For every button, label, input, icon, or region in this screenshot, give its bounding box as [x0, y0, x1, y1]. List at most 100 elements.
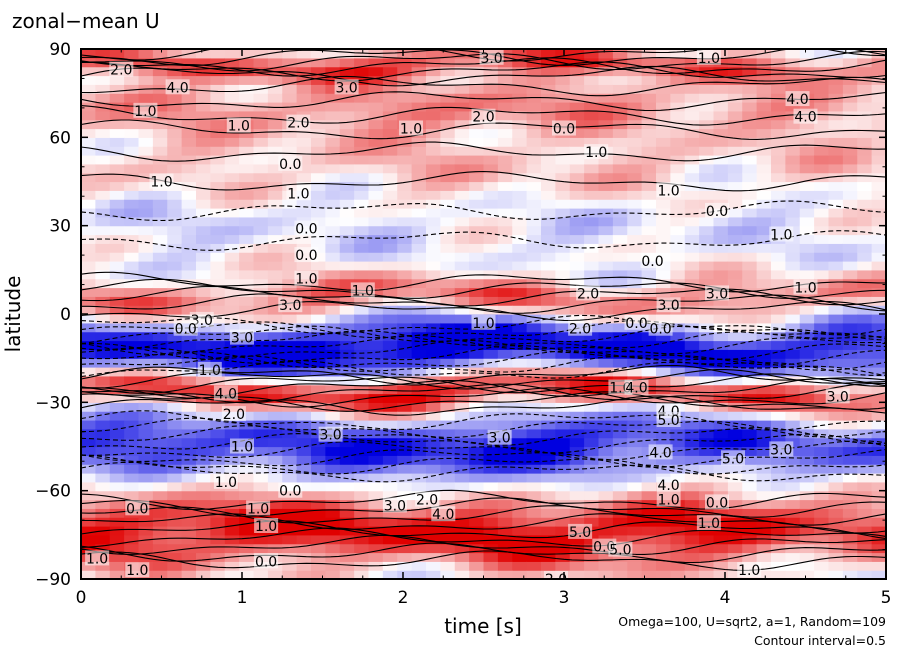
heat-cell: [339, 172, 355, 183]
heat-cell: [196, 375, 211, 386]
heat-cell: [656, 102, 671, 112]
heat-cell: [627, 102, 643, 112]
heat-cell: [167, 534, 183, 545]
heat-cell: [526, 526, 542, 536]
heat-cell: [828, 437, 844, 448]
heat-cell: [454, 287, 470, 297]
heat-cell: [440, 181, 456, 191]
heat-cell: [483, 296, 499, 306]
heat-cell: [569, 216, 585, 227]
heat-cell: [799, 190, 815, 200]
heat-cell: [181, 446, 197, 456]
heat-cell: [339, 402, 355, 412]
heat-cell: [785, 163, 801, 174]
heat-cell: [440, 278, 456, 289]
heat-cell: [555, 322, 571, 333]
heat-cell: [785, 305, 801, 315]
y-axis-label: latitude: [1, 276, 25, 353]
heat-cell: [785, 473, 801, 483]
heat-cell: [397, 287, 413, 297]
heat-cell: [469, 172, 485, 183]
heat-cell: [325, 287, 341, 297]
heat-cell: [828, 464, 844, 474]
heat-cell: [239, 349, 255, 359]
heat-cell: [526, 102, 542, 112]
heat-cell: [512, 128, 528, 138]
heat-cell: [842, 367, 858, 377]
heat-cell: [569, 517, 585, 527]
heat-cell: [354, 234, 370, 244]
heat-cell: [483, 137, 499, 147]
heat-cell: [857, 199, 873, 209]
heat-cell: [311, 243, 326, 253]
heat-cell: [842, 155, 858, 165]
heat-cell: [152, 190, 168, 200]
heat-cell: [354, 216, 370, 227]
heat-cell: [684, 155, 700, 165]
heat-cell: [771, 455, 786, 465]
heat-cell: [555, 225, 571, 236]
heat-cell: [95, 314, 111, 324]
heat-cell: [555, 411, 571, 421]
heat-cell: [354, 402, 370, 412]
heat-cell: [612, 278, 628, 289]
heat-cell: [684, 473, 700, 483]
heat-cell: [267, 57, 283, 68]
heat-cell: [138, 234, 154, 244]
heat-cell: [771, 420, 786, 430]
heat-cell: [828, 490, 844, 501]
contour-label-bg: [109, 61, 134, 77]
heat-cell: [684, 331, 700, 342]
heat-cell: [512, 137, 528, 147]
heat-cell: [253, 402, 269, 412]
heat-cell: [296, 499, 312, 509]
heat-cell: [742, 172, 758, 183]
contour-label: 4.0: [794, 110, 816, 126]
heat-cell: [426, 225, 441, 236]
heat-cell: [699, 137, 715, 147]
heat-cell: [325, 216, 341, 227]
heat-cell: [138, 243, 154, 253]
heat-cell: [799, 181, 815, 191]
heat-cell: [382, 146, 398, 156]
heat-cell: [512, 464, 528, 474]
heat-cell: [756, 190, 772, 200]
heat-cell: [569, 499, 585, 509]
heat-cell: [109, 464, 125, 474]
heat-cell: [713, 534, 729, 545]
heat-cell: [727, 137, 743, 147]
heat-cell: [497, 75, 513, 85]
heat-cell: [253, 481, 269, 492]
heat-cell: [842, 402, 858, 412]
heat-cell: [814, 481, 830, 492]
heat-cell: [253, 437, 269, 448]
heat-cell: [814, 464, 830, 474]
heat-cell: [224, 305, 240, 315]
heat-cell: [296, 102, 312, 112]
heat-cell: [354, 208, 370, 218]
heat-cell: [397, 261, 413, 271]
contour-label: 0.0: [175, 322, 197, 338]
heat-cell: [627, 181, 643, 191]
heat-cell: [138, 402, 154, 412]
heat-cell: [138, 137, 154, 147]
heat-cell: [814, 375, 830, 386]
heat-cell: [339, 393, 355, 403]
contour-line: [81, 505, 886, 526]
heat-cell: [684, 146, 700, 156]
contour-label-bg: [825, 388, 850, 404]
contour-label: 3.0: [488, 431, 510, 447]
heat-cell: [627, 93, 643, 103]
heat-cell: [526, 393, 542, 403]
heat-cell: [109, 517, 125, 527]
heat-cell: [282, 552, 298, 562]
heat-cell: [397, 384, 413, 395]
heat-cell: [541, 402, 556, 412]
heat-cell: [382, 349, 398, 359]
heat-cell: [612, 349, 628, 359]
heat-cell: [282, 225, 298, 236]
heat-cell: [756, 57, 772, 68]
heat-cell: [138, 155, 154, 165]
heat-cell: [267, 225, 283, 236]
